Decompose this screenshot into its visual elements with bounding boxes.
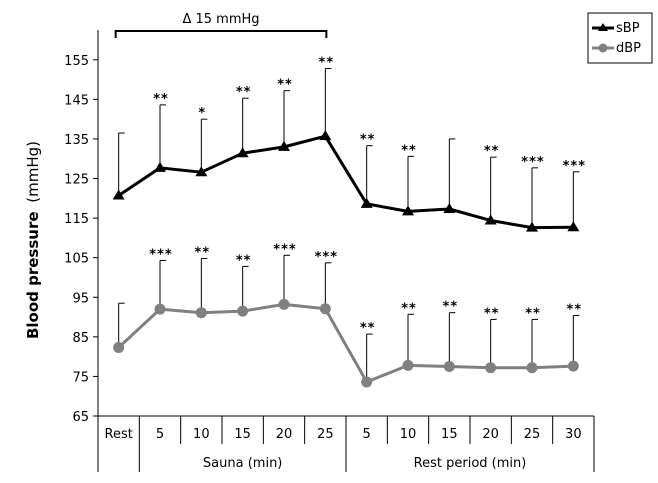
significance-label: ** <box>567 302 583 317</box>
significance-label: ** <box>319 55 335 70</box>
significance-label: ** <box>360 321 376 336</box>
significance-label: *** <box>149 247 172 262</box>
data-point <box>567 360 579 372</box>
series-sbp: ************* ***** *** <box>112 55 586 232</box>
data-point <box>319 130 332 141</box>
x-tick-label: 20 <box>276 427 293 442</box>
y-tick-label: 65 <box>72 410 89 425</box>
significance-label: ** <box>236 253 252 268</box>
legend-entry-sbp: sBP <box>592 21 640 36</box>
data-point <box>443 203 456 214</box>
legend: sBP dBP <box>587 12 653 64</box>
data-point <box>360 197 373 208</box>
data-point <box>236 147 249 158</box>
data-point <box>361 376 373 388</box>
bracket-label: Δ 15 mmHg <box>182 12 259 27</box>
y-tick-label: 155 <box>64 54 89 69</box>
data-point <box>278 298 290 310</box>
data-point <box>195 166 208 177</box>
significance-label: * <box>198 106 206 121</box>
significance-label: ** <box>525 306 541 321</box>
significance-label: ** <box>401 143 417 158</box>
significance-label: ** <box>401 301 417 316</box>
series: ************* ***** ****** ************** **… <box>112 55 586 388</box>
x-group-label: Rest period (min) <box>414 456 527 471</box>
data-point <box>402 359 414 371</box>
y-tick-label: 75 <box>72 370 89 385</box>
significance-label: *** <box>563 159 586 174</box>
data-point <box>319 303 331 315</box>
data-point <box>402 205 414 216</box>
bracket-line <box>114 30 328 38</box>
data-point <box>278 140 290 151</box>
x-tick-label: 5 <box>363 427 371 442</box>
data-point <box>443 361 455 373</box>
circle-marker-icon <box>598 43 608 53</box>
x-tick-label: 5 <box>156 427 164 442</box>
x-group-label: Sauna (min) <box>203 456 282 471</box>
y-tick-label: 145 <box>64 93 89 108</box>
y-tick-label: 115 <box>64 212 89 227</box>
triangle-marker-icon <box>598 23 608 31</box>
y-tick-label: 125 <box>64 173 89 188</box>
data-point <box>484 214 497 225</box>
delta-bracket: Δ 15 mmHg <box>114 12 328 38</box>
y-tick-label: 105 <box>64 252 89 267</box>
x-tick-label: 20 <box>482 427 499 442</box>
sbp-line <box>117 134 574 230</box>
x-tick-label: 15 <box>234 427 251 442</box>
y-tick-label: 135 <box>64 133 89 148</box>
series-dbp: *** ************** ** ** ** ** <box>113 242 583 388</box>
y-axis-label-main: Blood pressure <box>24 211 42 339</box>
significance-label: ** <box>236 85 252 100</box>
data-point <box>154 303 166 315</box>
data-point <box>485 362 497 374</box>
y-axis-label: Blood pressure (mmHg) <box>24 141 42 339</box>
data-point <box>112 189 125 200</box>
dbp-line <box>117 302 574 384</box>
x-tick-label: 25 <box>524 427 541 442</box>
significance-label: ** <box>484 306 500 321</box>
significance-label: ** <box>153 92 169 107</box>
significance-label: ** <box>277 78 293 93</box>
x-axis: Rest 5 10 15 20 25 5 10 15 20 25 30 Sauna (min) Rest … <box>97 415 595 472</box>
x-tick-label: 10 <box>400 427 417 442</box>
legend-label-sbp: sBP <box>616 21 640 36</box>
x-tick-label: Rest <box>105 427 133 442</box>
data-point <box>526 362 538 374</box>
data-point <box>237 305 249 317</box>
significance-label: *** <box>315 250 338 265</box>
data-point <box>526 221 538 232</box>
data-point <box>567 221 580 232</box>
x-tick-label: 15 <box>441 427 458 442</box>
y-axis-label-unit: (mmHg) <box>24 141 42 203</box>
significance-label: ** <box>195 245 211 260</box>
legend-label-dbp: dBP <box>616 41 641 56</box>
x-tick-label: 25 <box>317 427 334 442</box>
legend-entry-dbp: dBP <box>592 41 641 56</box>
significance-label: ** <box>443 300 459 315</box>
x-tick-label: 10 <box>193 427 210 442</box>
data-point <box>113 342 125 354</box>
significance-label: *** <box>273 242 296 257</box>
significance-label: *** <box>521 155 544 170</box>
x-tick-label: 30 <box>565 427 582 442</box>
y-axis: 65 75 85 95 105 115 125 135 145 155 <box>64 30 99 425</box>
significance-label: ** <box>484 144 500 159</box>
data-point <box>154 161 166 172</box>
y-tick-label: 85 <box>72 331 89 346</box>
y-tick-label: 95 <box>72 291 89 306</box>
data-point <box>195 307 207 319</box>
significance-label: ** <box>360 133 376 148</box>
legend-box <box>587 12 653 64</box>
